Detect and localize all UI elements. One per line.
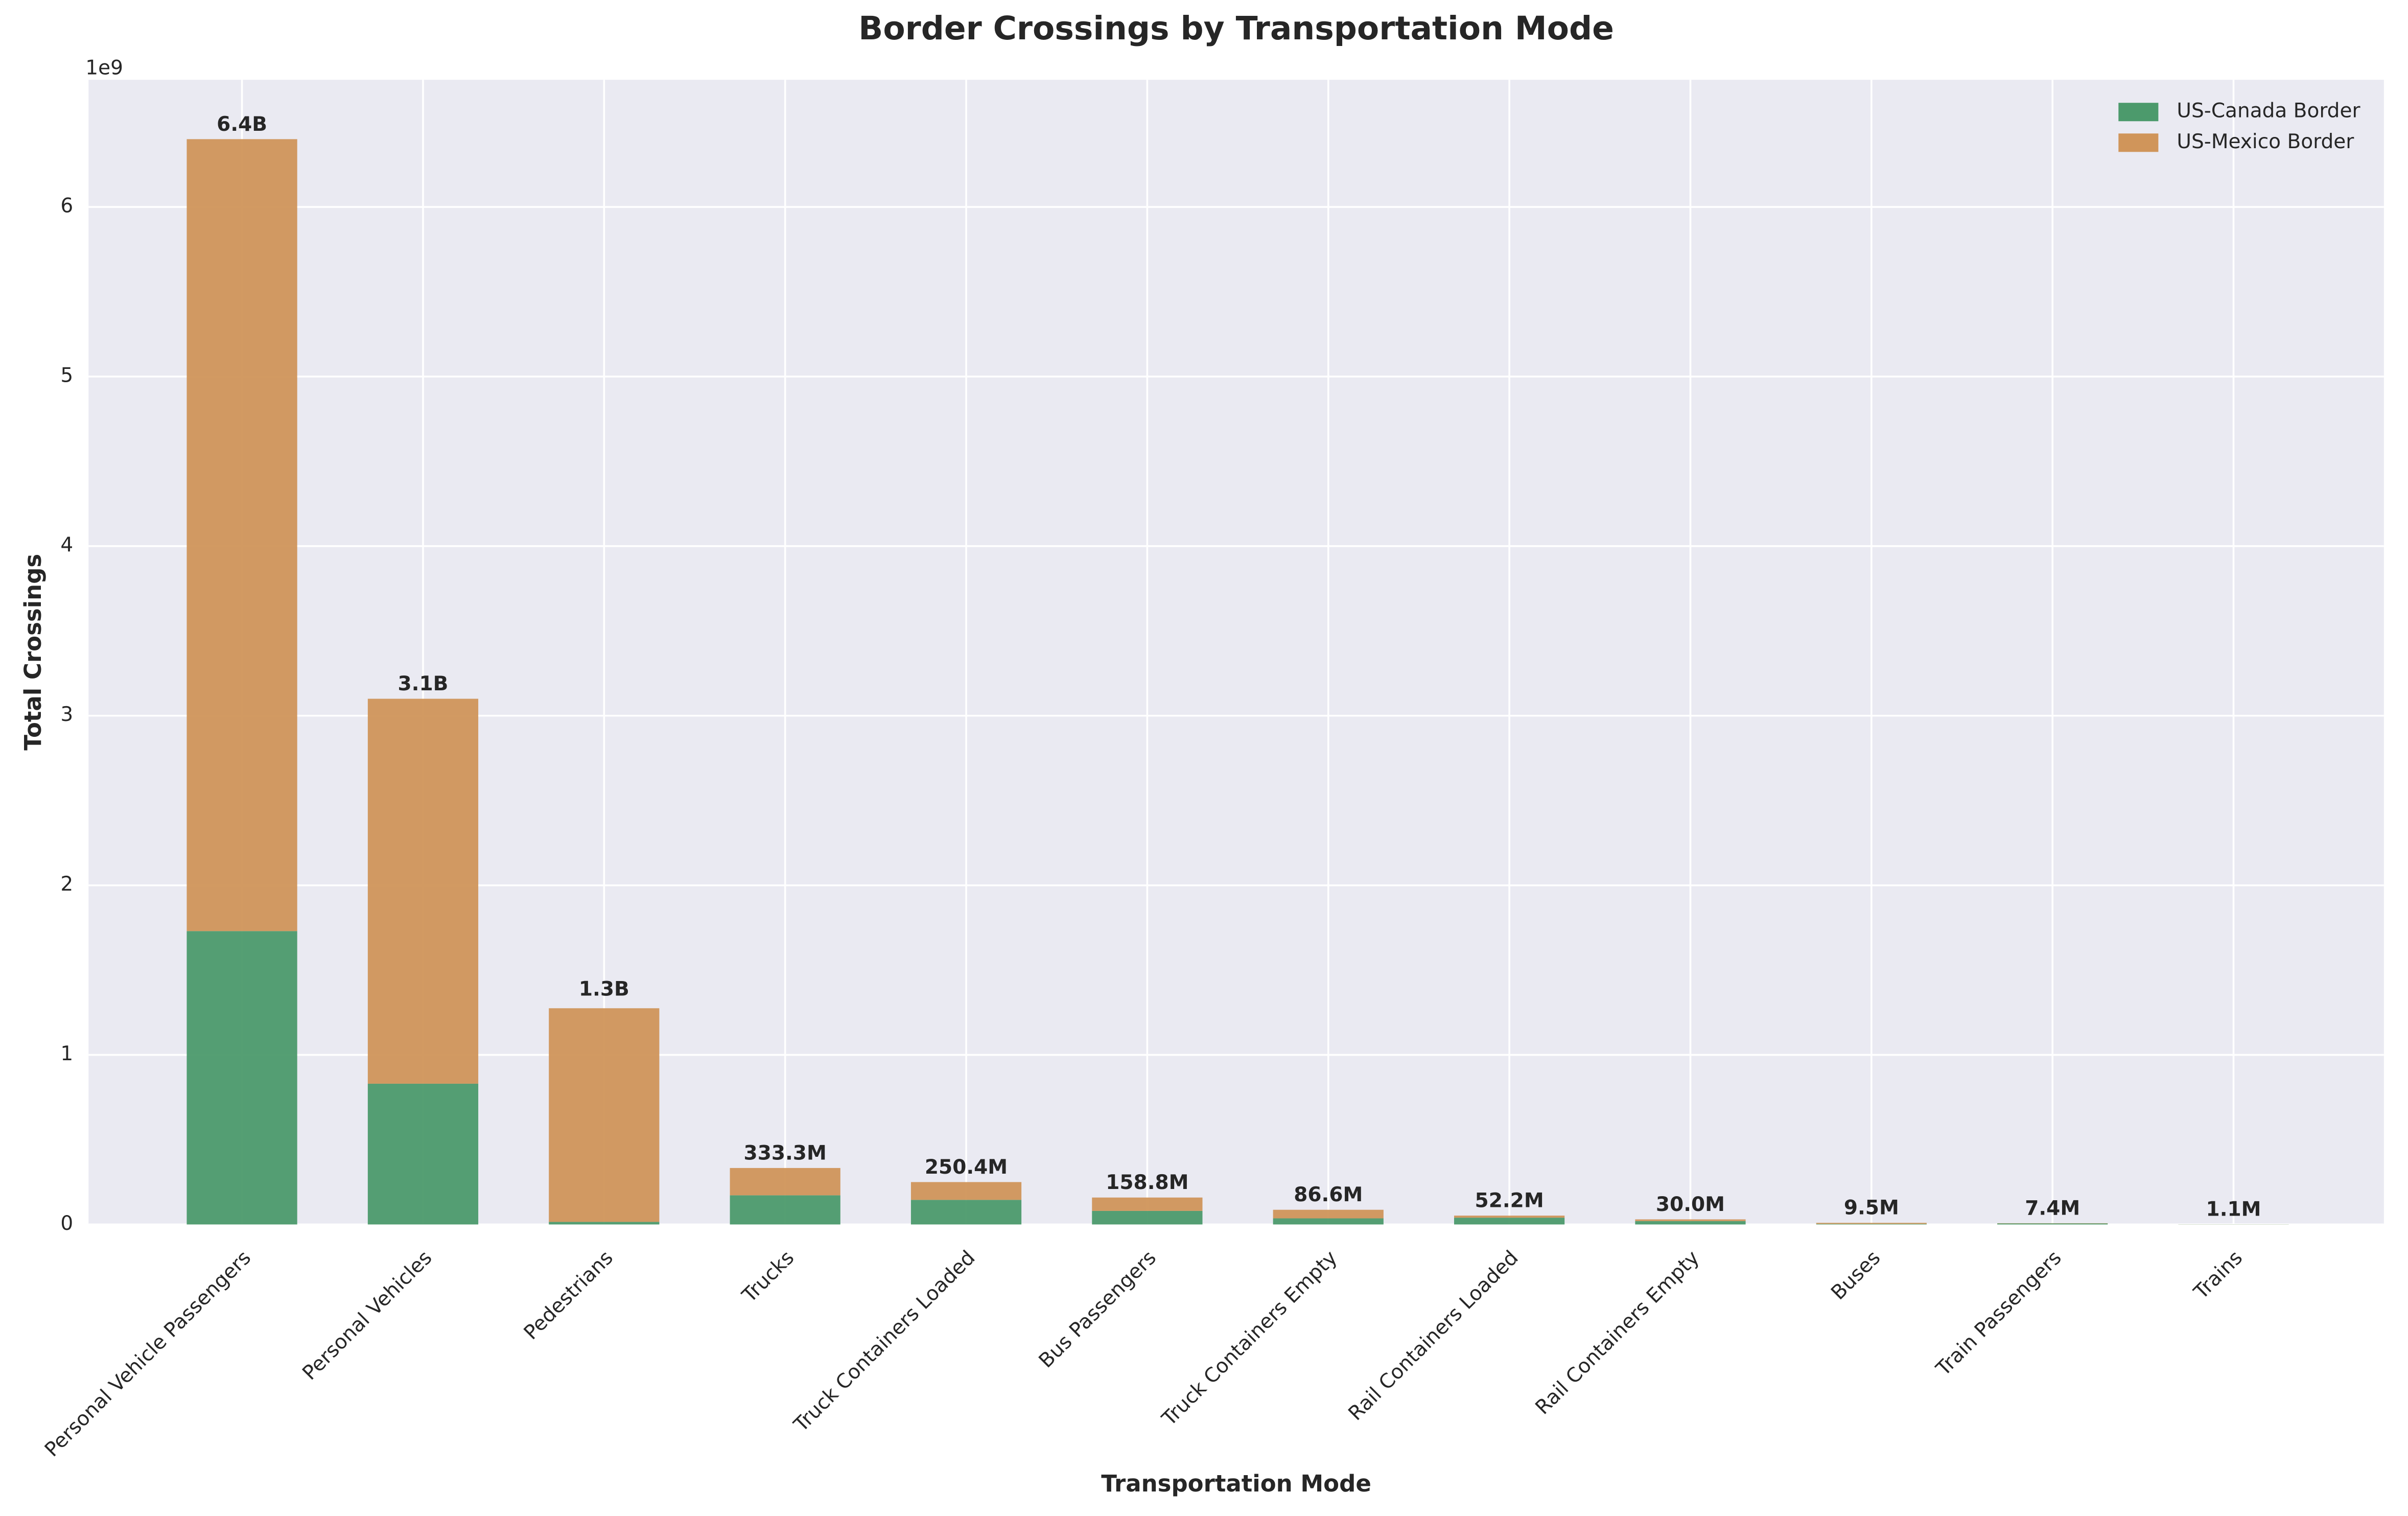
bar-segment xyxy=(730,1195,840,1225)
bar-segment xyxy=(186,931,297,1225)
bar-segment xyxy=(367,698,479,1084)
y-axis-label: Total Crossings xyxy=(19,554,46,751)
bar-segment xyxy=(1092,1210,1203,1225)
bar-segment xyxy=(910,1200,1022,1225)
total-label: 333.3M xyxy=(744,1141,827,1164)
x-tick-label: Personal Vehicle Passengers xyxy=(40,1246,255,1461)
y-tick-label: 5 xyxy=(60,364,73,387)
total-label: 3.1B xyxy=(398,672,449,695)
total-label: 158.8M xyxy=(1106,1171,1188,1194)
total-label: 86.6M xyxy=(1294,1183,1363,1206)
bar-segment xyxy=(1092,1197,1203,1211)
bar-segment xyxy=(1635,1221,1746,1225)
bar-segment xyxy=(1454,1218,1565,1225)
x-tick-label: Rail Containers Loaded xyxy=(1344,1246,1523,1425)
x-tick-label: Truck Containers Loaded xyxy=(789,1246,980,1437)
y-tick-label: 1 xyxy=(60,1042,73,1065)
bar-segment xyxy=(186,139,297,931)
bar-segment xyxy=(1997,1223,2108,1225)
x-tick-label: Truck Containers Empty xyxy=(1157,1246,1342,1431)
total-label: 9.5M xyxy=(1844,1197,1899,1220)
y-tick-label: 3 xyxy=(60,703,73,726)
chart-title: Border Crossings by Transportation Mode xyxy=(858,9,1614,47)
legend-label: US-Mexico Border xyxy=(2177,130,2354,153)
legend: US-Canada Border US-Mexico Border xyxy=(2118,100,2360,153)
total-label: 1.1M xyxy=(2206,1198,2261,1221)
bar-segment xyxy=(1273,1218,1384,1225)
bar-segment xyxy=(1454,1216,1565,1218)
total-label: 250.4M xyxy=(925,1156,1008,1179)
bar-segment xyxy=(1635,1219,1746,1221)
legend-swatch xyxy=(2118,133,2159,152)
legend-swatch xyxy=(2118,103,2159,122)
y-offset-label: 1e9 xyxy=(85,57,123,80)
total-label: 1.3B xyxy=(579,977,629,1000)
x-tick-label: Bus Passengers xyxy=(1035,1246,1161,1372)
y-tick-label: 6 xyxy=(60,195,73,218)
bar-segment xyxy=(549,1008,660,1222)
x-tick-label: Pedestrians xyxy=(520,1246,618,1344)
total-label: 52.2M xyxy=(1475,1190,1544,1212)
x-tick-label: Buses xyxy=(1827,1246,1885,1304)
bar-segment xyxy=(1816,1223,1927,1224)
x-tick-label: Personal Vehicles xyxy=(298,1246,437,1385)
bar-segment xyxy=(730,1168,840,1196)
x-tick-label: Rail Containers Empty xyxy=(1531,1246,1704,1419)
bars xyxy=(186,139,2289,1225)
x-axis-label: Transportation Mode xyxy=(1101,1470,1371,1497)
total-label: 6.4B xyxy=(217,113,267,136)
legend-label: US-Canada Border xyxy=(2177,100,2360,123)
total-label: 7.4M xyxy=(2025,1197,2080,1220)
total-label: 30.0M xyxy=(1656,1193,1725,1216)
x-tick-label: Trains xyxy=(2189,1246,2247,1304)
y-tick-label: 4 xyxy=(60,533,73,556)
bar-segment xyxy=(910,1182,1022,1200)
y-tick-label: 2 xyxy=(60,873,73,896)
bar-segment xyxy=(367,1083,479,1225)
y-tick-label: 0 xyxy=(60,1212,73,1235)
bar-segment xyxy=(549,1222,660,1225)
x-tick-label: Train Passengers xyxy=(1931,1246,2066,1381)
bar-segment xyxy=(1273,1209,1384,1219)
x-tick-label: Trucks xyxy=(738,1246,799,1308)
